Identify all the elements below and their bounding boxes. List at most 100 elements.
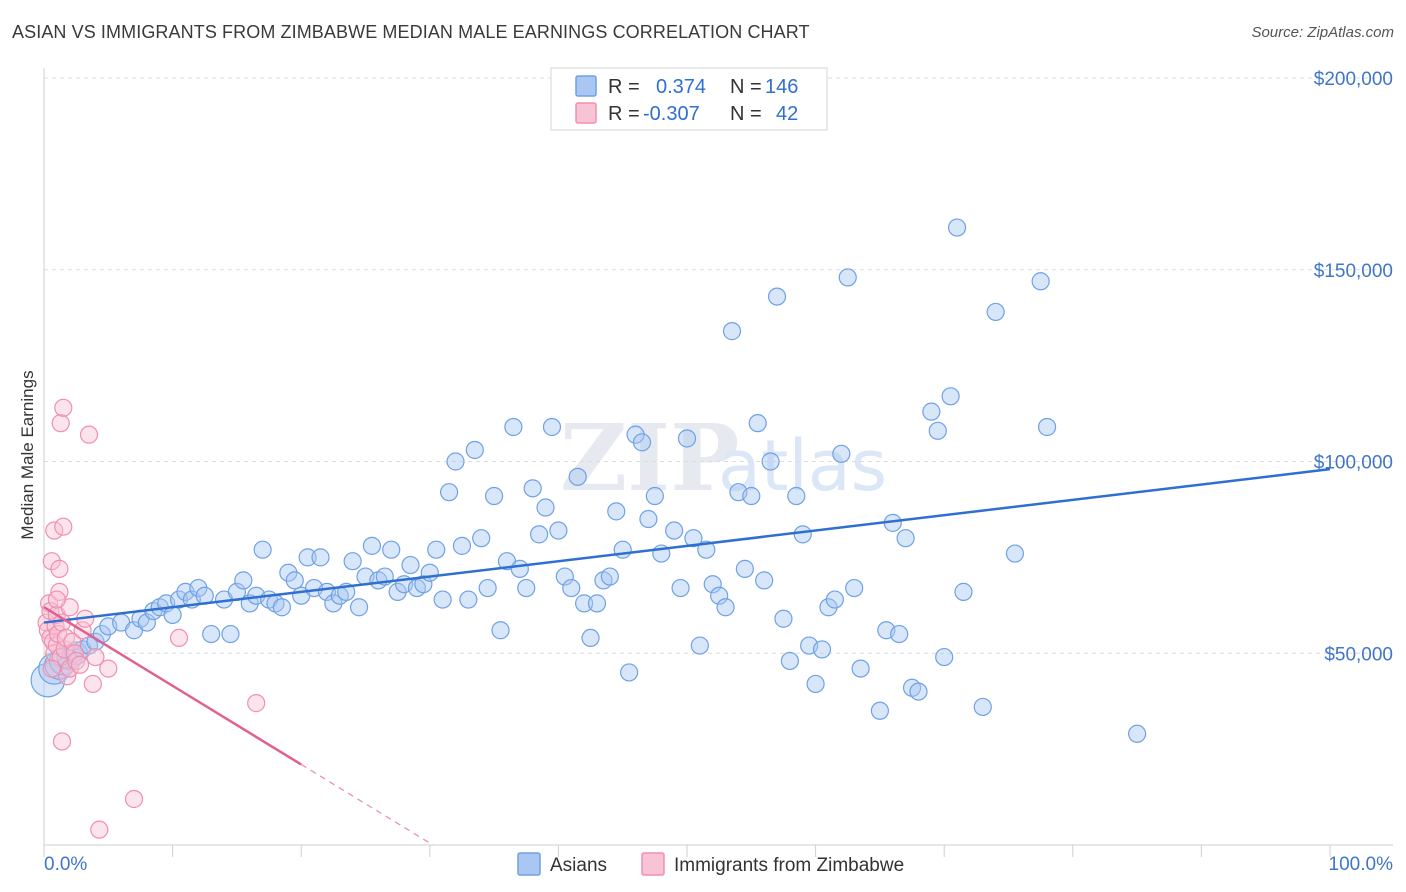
- data-point: [452, 536, 472, 555]
- data-point: [947, 218, 967, 237]
- data-point: [42, 659, 61, 678]
- data-point: [439, 483, 459, 502]
- data-point: [613, 540, 632, 559]
- data-point: [600, 567, 619, 586]
- data-point: [459, 590, 478, 609]
- data-point: [414, 575, 433, 594]
- data-point: [70, 655, 90, 674]
- data-point: [812, 640, 832, 659]
- data-point: [51, 414, 70, 433]
- data-point: [748, 414, 767, 433]
- trend-line-asians: [43, 467, 1331, 624]
- legend-r-value-zimbabwe: -0.307: [643, 103, 700, 125]
- data-point: [787, 486, 806, 506]
- data-point: [401, 555, 420, 575]
- data-point: [52, 732, 72, 751]
- data-point: [478, 578, 497, 598]
- data-point: [510, 559, 529, 578]
- x-tick-label-min: 0.0%: [44, 854, 87, 875]
- data-point: [542, 417, 562, 437]
- data-point: [832, 444, 851, 463]
- data-point: [427, 540, 446, 559]
- series-zimbabwe: [37, 398, 266, 839]
- data-point: [645, 486, 664, 506]
- data-point: [697, 540, 716, 559]
- bottom-legend-label-zimbabwe: Immigrants from Zimbabwe: [674, 855, 904, 876]
- data-point: [504, 417, 523, 437]
- data-point: [1037, 417, 1057, 437]
- watermark-atlas: atlas: [718, 425, 887, 507]
- data-point: [472, 529, 491, 548]
- data-point: [845, 578, 864, 598]
- data-point: [343, 552, 362, 571]
- top-legend-box: [550, 67, 828, 131]
- data-point: [202, 624, 221, 644]
- data-point: [922, 402, 941, 421]
- data-point: [54, 517, 73, 536]
- data-point: [99, 659, 118, 678]
- data-point: [86, 647, 105, 667]
- data-point: [581, 628, 600, 648]
- data-point: [716, 598, 735, 617]
- data-point: [555, 567, 574, 586]
- data-point: [47, 590, 66, 609]
- legend-r-value-asians: 0.374: [656, 76, 706, 98]
- watermark-zip: ZIP: [560, 404, 739, 512]
- data-point: [562, 578, 581, 598]
- data-point: [954, 582, 973, 601]
- data-point: [986, 302, 1005, 322]
- trend-line-zimbabwe-extension: [300, 763, 434, 846]
- data-point: [890, 624, 909, 644]
- data-point: [639, 509, 658, 529]
- gridlines: [44, 77, 1393, 654]
- data-point: [870, 701, 890, 720]
- legend-r-label-zimbabwe: R =: [608, 103, 640, 125]
- data-point: [169, 628, 189, 648]
- data-point: [620, 663, 639, 682]
- x-ticks: [43, 845, 1331, 857]
- data-point: [587, 594, 607, 613]
- data-point: [774, 609, 793, 628]
- data-point: [767, 287, 787, 306]
- data-point: [485, 486, 504, 506]
- data-point: [935, 647, 954, 667]
- data-point: [272, 598, 292, 617]
- data-point: [549, 521, 568, 540]
- data-point: [63, 632, 82, 651]
- data-point: [517, 578, 536, 598]
- data-point: [928, 421, 947, 440]
- data-point: [838, 268, 857, 287]
- y-tick-label: $100,000: [1314, 453, 1393, 474]
- data-point: [941, 387, 960, 406]
- data-point: [722, 322, 742, 341]
- data-point: [54, 398, 73, 417]
- data-point: [433, 590, 452, 609]
- bottom-legend-label-asians: Asians: [550, 855, 607, 876]
- legend-n-value-zimbabwe: 42: [776, 103, 798, 125]
- data-point: [896, 529, 915, 548]
- data-point: [311, 548, 330, 567]
- data-point: [536, 498, 555, 517]
- data-point: [607, 502, 626, 521]
- data-point: [632, 433, 652, 452]
- data-point: [742, 486, 761, 506]
- data-point: [1127, 724, 1147, 743]
- data-point: [349, 598, 369, 617]
- legend-n-value-asians: 146: [765, 76, 798, 98]
- data-point: [382, 540, 401, 559]
- legend-swatch-asians: [575, 75, 597, 97]
- data-point: [523, 479, 542, 498]
- data-point: [298, 548, 317, 567]
- data-point: [137, 613, 156, 632]
- x-tick-label-max: 100.0%: [1329, 854, 1394, 875]
- data-point: [55, 640, 74, 659]
- data-point: [42, 552, 61, 571]
- data-point: [761, 452, 780, 471]
- data-point: [793, 525, 812, 544]
- data-point: [362, 536, 382, 555]
- data-point: [90, 820, 109, 839]
- data-point: [45, 521, 64, 540]
- y-tick-label: $50,000: [1324, 644, 1393, 665]
- data-point: [65, 644, 84, 663]
- y-tick-labels: $50,000 $100,000 $150,000 $200,000: [1314, 69, 1393, 665]
